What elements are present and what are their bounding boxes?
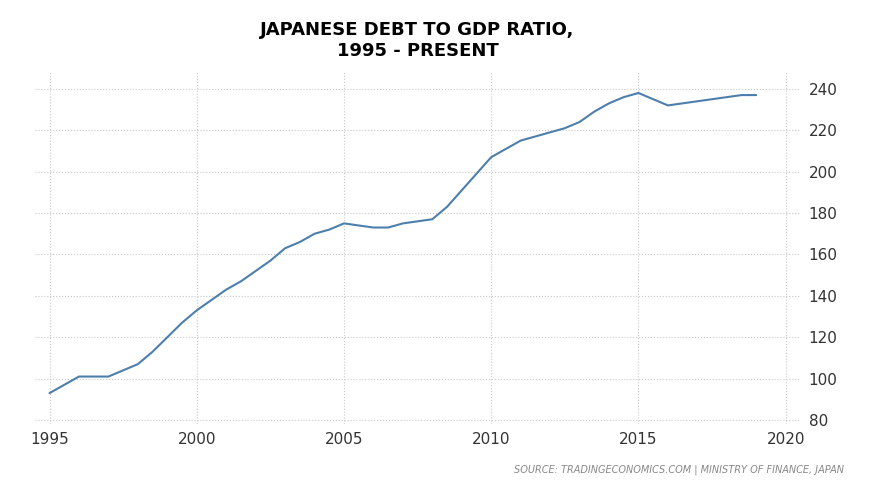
Text: SOURCE: TRADINGECONOMICS.COM | MINISTRY OF FINANCE, JAPAN: SOURCE: TRADINGECONOMICS.COM | MINISTRY … bbox=[514, 464, 843, 475]
Title: JAPANESE DEBT TO GDP RATIO,
1995 - PRESENT: JAPANESE DEBT TO GDP RATIO, 1995 - PRESE… bbox=[260, 21, 574, 60]
